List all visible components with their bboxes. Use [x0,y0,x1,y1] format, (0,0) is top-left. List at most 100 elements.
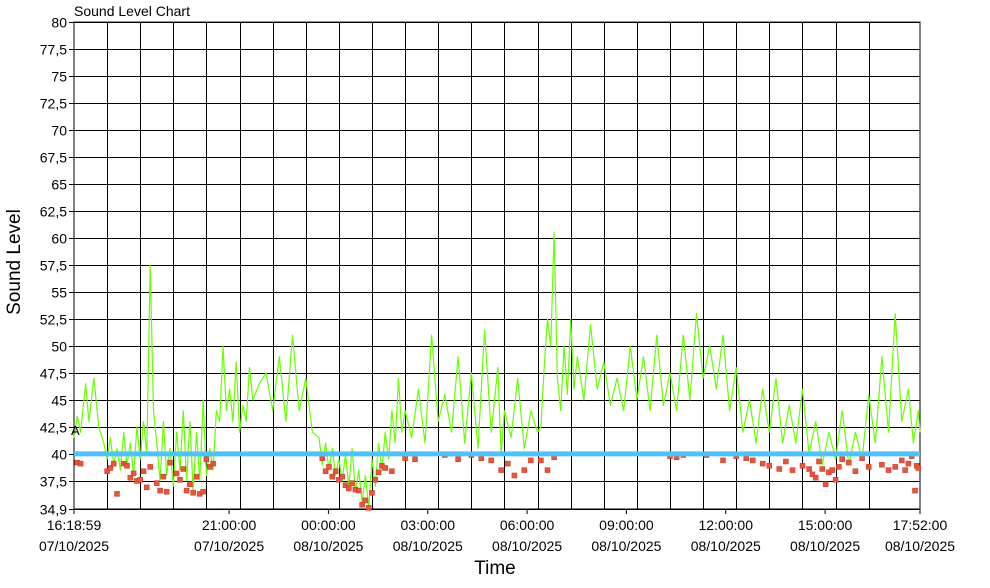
below-threshold-point [163,488,170,495]
below-threshold-point [915,465,922,471]
y-tick-label: 65 [51,177,67,193]
below-threshold-point [127,474,134,481]
x-tick-date: 07/10/2025 [39,538,109,554]
y-tick-label: 55 [51,285,67,301]
below-threshold-point [319,455,326,461]
below-threshold-point [819,466,826,472]
y-tick-label: 57,5 [40,258,67,274]
y-tick-label: 50 [51,339,67,355]
below-threshold-point [193,473,200,480]
below-threshold-point [356,487,362,494]
threshold-layer: A [71,423,920,457]
below-threshold-point [124,463,130,469]
below-threshold-point [144,484,150,491]
below-threshold-point [336,477,342,483]
below-threshold-point [766,463,773,469]
below-threshold-point [140,468,147,474]
below-threshold-point [885,467,892,473]
below-threshold-point [799,463,806,469]
below-threshold-point [759,460,766,467]
x-tick-time: 12:00:00 [699,517,754,533]
below-threshold-point [511,472,518,479]
below-threshold-point [528,457,534,464]
x-tick-time: 09:00:00 [599,517,654,533]
below-threshold-point [372,477,379,483]
x-axis-ticks: 16:18:59 07/10/2025 21:00:00 07/10/2025 00:0… [39,509,955,554]
below-threshold-point [369,490,375,496]
below-threshold-point [332,468,339,474]
below-threshold-point [498,467,504,473]
below-threshold-point [362,497,369,504]
y-tick-label: 77,5 [40,42,67,58]
y-tick-label: 42,5 [40,420,67,436]
below-threshold-point [190,490,196,496]
below-threshold-point [455,456,461,463]
y-tick-label: 62,5 [40,204,67,220]
below-threshold-point [160,473,167,480]
threshold-label: A [71,423,80,438]
below-threshold-point [349,480,355,486]
below-threshold-point [750,457,756,464]
y-tick-label: 72,5 [40,96,67,112]
below-threshold-point [200,488,206,495]
y-tick-label: 75 [51,69,67,85]
plot-grid [73,21,921,510]
x-tick-time: 00:00:00 [301,517,356,533]
below-threshold-point [892,464,898,470]
below-threshold-point [329,473,336,480]
x-tick-date: 08/10/2025 [885,538,955,554]
below-threshold-point [322,468,329,474]
below-threshold-markers [74,452,922,511]
y-axis-title: Sound Level [4,209,25,315]
below-threshold-point [905,460,912,467]
y-axis-ticks: 34,9 37,5 40 42,5 45 47,5 50 52,5 55 57,5 60 62,5 65… [40,15,74,518]
y-tick-label: 70 [51,123,67,139]
below-threshold-point [538,457,544,464]
below-threshold-point [77,460,84,467]
below-threshold-point [836,464,842,470]
x-tick-time: 21:00:00 [202,517,257,533]
y-tick-label: 47,5 [40,366,67,382]
y-tick-label: 40 [51,447,67,463]
below-threshold-point [210,460,216,467]
below-threshold-point [899,457,905,464]
chart-title: Sound Level Chart [74,3,190,19]
below-threshold-point [110,460,117,467]
below-threshold-point [832,477,839,483]
x-tick-time: 16:18:59 [47,517,102,533]
below-threshold-point [852,468,859,474]
x-tick-date: 08/10/2025 [492,538,562,554]
below-threshold-point [812,474,819,481]
x-tick-date: 08/10/2025 [790,538,860,554]
below-threshold-point [177,477,183,483]
below-threshold-point [114,491,120,497]
below-threshold-point [521,467,528,473]
x-axis-title: Time [474,558,516,579]
below-threshold-point [776,466,783,472]
below-threshold-point [839,456,845,463]
below-threshold-point [130,470,137,477]
x-tick-date: 08/10/2025 [591,538,661,554]
below-threshold-point [902,467,908,473]
below-threshold-point [326,464,332,470]
below-threshold-point [809,471,816,478]
below-threshold-point [544,467,551,473]
below-threshold-point [865,464,872,470]
below-threshold-point [147,464,153,470]
x-tick-time: 03:00:00 [401,517,456,533]
below-threshold-point [783,458,789,465]
below-threshold-point [104,468,110,474]
x-tick-time: 17:52:00 [893,517,948,533]
below-threshold-point [846,459,852,466]
below-threshold-point [402,455,408,461]
below-threshold-point [167,459,173,466]
below-threshold-point [359,501,365,508]
y-tick-label: 34,9 [40,502,67,518]
x-tick-date: 08/10/2025 [293,538,363,554]
below-threshold-point [203,456,210,463]
below-threshold-point [412,456,418,463]
below-threshold-point [912,487,918,494]
below-threshold-point [187,481,193,487]
below-threshold-point [879,461,885,468]
